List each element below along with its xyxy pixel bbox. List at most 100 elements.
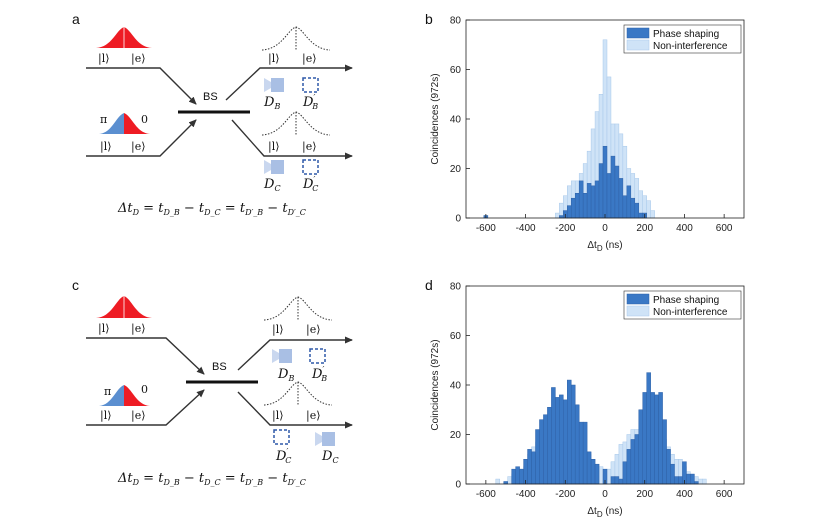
- panel-a-bottom-ket-l: |l⟩: [100, 140, 112, 154]
- panel-a-bottom-ket-e: |e⟩: [131, 140, 146, 154]
- panel-c-out-top-ket-e: |e⟩: [306, 323, 321, 337]
- chart-b-y-tick-label: 0: [455, 214, 461, 225]
- chart-b-bar-phase-shaping: [578, 180, 584, 219]
- chart-d-x-tick-label: 600: [716, 489, 733, 500]
- chart-d-bar-phase-shaping: [531, 451, 536, 485]
- chart-d-bar-phase-shaping: [535, 429, 540, 485]
- panel-c-output-top-path: [237, 336, 353, 371]
- chart-d-bar-phase-shaping: [618, 478, 624, 485]
- chart-d-bar-phase-shaping: [646, 372, 651, 485]
- panel-c-out-top-ket-l: |l⟩: [272, 323, 284, 337]
- chart-b-y-axis-label: Coincidences (972s): [430, 73, 441, 164]
- chart-b-bar-phase-shaping: [634, 202, 640, 219]
- chart-d-bar-phase-shaping: [630, 439, 636, 485]
- chart-d-bar-phase-shaping: [519, 468, 524, 485]
- chart-d-y-tick-label: 40: [450, 381, 462, 392]
- panel-a-out-bottom-ket-l: |l⟩: [268, 140, 280, 154]
- chart-d-bar-phase-shaping: [662, 419, 667, 485]
- chart-b-bar-phase-shaping: [622, 195, 628, 219]
- panel-a-output-bottom-path: [231, 119, 353, 160]
- chart-b-bar-non-interference: [555, 212, 560, 219]
- chart-d-bar-phase-shaping: [527, 449, 532, 485]
- chart-d-bar-phase-shaping: [555, 397, 560, 485]
- chart-d-legend-label: Phase shaping: [653, 295, 719, 306]
- panel-c-label-db-prime: D′ B: [311, 365, 327, 383]
- panel-c-top-ket-l: |l⟩: [98, 322, 110, 336]
- panel-c-bottom-input-path: [86, 389, 205, 426]
- chart-b-bar-phase-shaping: [630, 197, 636, 219]
- chart-b-y-tick-label: 60: [450, 65, 462, 76]
- chart-d-y-tick-label: 80: [450, 282, 462, 293]
- chart-d-bar-phase-shaping: [563, 399, 568, 485]
- panel-a-bs-label: BS: [203, 91, 218, 103]
- chart-d-legend-swatch: [626, 305, 650, 317]
- chart-b-legend-swatch: [626, 27, 650, 39]
- chart-d-bar-phase-shaping: [610, 476, 616, 485]
- chart-b-bar-phase-shaping: [610, 155, 616, 219]
- chart-d-bar-phase-shaping: [622, 461, 628, 485]
- chart-d-bar-non-interference: [618, 444, 624, 485]
- chart-b-bar-phase-shaping: [570, 197, 576, 219]
- chart-d-bar-phase-shaping: [567, 379, 572, 485]
- panel-c-top-input-path: [86, 337, 205, 375]
- chart-d-bar-phase-shaping: [578, 421, 584, 485]
- chart-b-bar-phase-shaping: [594, 180, 600, 219]
- chart-d-bar-phase-shaping: [686, 473, 691, 485]
- chart-d-bar-phase-shaping: [650, 392, 655, 485]
- chart-b-bar-phase-shaping: [586, 183, 592, 219]
- chart-d-bar-phase-shaping: [559, 394, 564, 485]
- panel-a-schematic: a |l⟩ |e⟩ π 0 |l⟩ |e⟩ BS |l⟩ |e⟩ DB D′ B: [72, 11, 353, 217]
- panel-c-bottom-ket-e: |e⟩: [131, 409, 146, 423]
- panel-a-label-db-prime: D′ B: [302, 93, 318, 111]
- chart-b-bar-phase-shaping: [618, 178, 624, 219]
- panel-a-out-top-ket-e: |e⟩: [302, 52, 317, 66]
- chart-d-x-tick-label: -200: [555, 489, 575, 500]
- panel-c-input-bottom-pulse-left: [99, 385, 124, 406]
- panel-c-label-db: DB: [277, 367, 294, 383]
- chart-d-bar-phase-shaping: [674, 476, 679, 485]
- panel-c-bottom-ket-l: |l⟩: [100, 409, 112, 423]
- chart-panel-d: -600 -400 -200 0 200 400 600 0 20 40 60 80 Coinciden…: [430, 282, 745, 519]
- chart-d-bar-phase-shaping: [634, 434, 640, 485]
- chart-b-bar-phase-shaping: [574, 193, 580, 219]
- chart-d-bar-phase-shaping: [511, 468, 516, 485]
- chart-b-bar-phase-shaping: [602, 145, 608, 219]
- panel-a-detector-dc: [264, 160, 284, 174]
- chart-d-bar-phase-shaping: [586, 451, 592, 485]
- chart-d-bar-phase-shaping: [638, 409, 643, 485]
- chart-d-bar-phase-shaping: [654, 394, 659, 485]
- chart-b-y-tick-label: 40: [450, 115, 462, 126]
- chart-b-y-tick-label: 20: [450, 164, 462, 175]
- chart-d-bar-phase-shaping: [590, 459, 596, 485]
- chart-d-y-tick-label: 0: [455, 480, 461, 491]
- chart-d-bar-non-interference: [606, 468, 612, 485]
- panel-c-detector-dc-prime: [273, 429, 290, 445]
- panel-a-phase-zero: 0: [141, 113, 148, 126]
- chart-b-bar-phase-shaping: [606, 173, 612, 219]
- panel-a-top-ket-l: |l⟩: [98, 52, 110, 66]
- chart-d-bar-phase-shaping: [670, 463, 675, 485]
- chart-d-legend-label: Non-interference: [653, 307, 728, 318]
- chart-panel-b: -600 -400 -200 0 200 400 600 0 20 40 60 80 Coinciden…: [430, 16, 745, 253]
- panel-c-output-bottom-path: [237, 391, 353, 429]
- chart-d-bar-non-interference: [698, 478, 703, 485]
- panel-c-equation: ΔtD = tD_B − tD_C = tD′_B − tD′_C: [117, 471, 306, 487]
- chart-b-bar-phase-shaping: [614, 165, 620, 219]
- chart-d-bar-phase-shaping: [642, 392, 647, 485]
- chart-d-bar-phase-shaping: [626, 449, 632, 485]
- panel-c-bs-label: BS: [212, 361, 227, 373]
- chart-b-x-tick-label: -600: [476, 223, 496, 234]
- panel-a-detector-dc-prime: [302, 159, 319, 175]
- chart-d-x-tick-label: 200: [636, 489, 653, 500]
- chart-b-bar-phase-shaping: [582, 193, 588, 219]
- panel-a-bottom-input-path: [86, 119, 197, 157]
- panel-c-input-bottom-pulse-right: [124, 385, 150, 406]
- panel-a-input-bottom-pulse-right: [124, 113, 150, 134]
- chart-b-legend-swatch: [626, 39, 650, 51]
- chart-d-bar-phase-shaping: [543, 414, 548, 485]
- chart-b-bar-non-interference: [650, 210, 655, 219]
- chart-d-y-tick-label: 60: [450, 331, 462, 342]
- chart-b-bar-phase-shaping: [567, 205, 572, 219]
- chart-d-bar-phase-shaping: [594, 463, 600, 485]
